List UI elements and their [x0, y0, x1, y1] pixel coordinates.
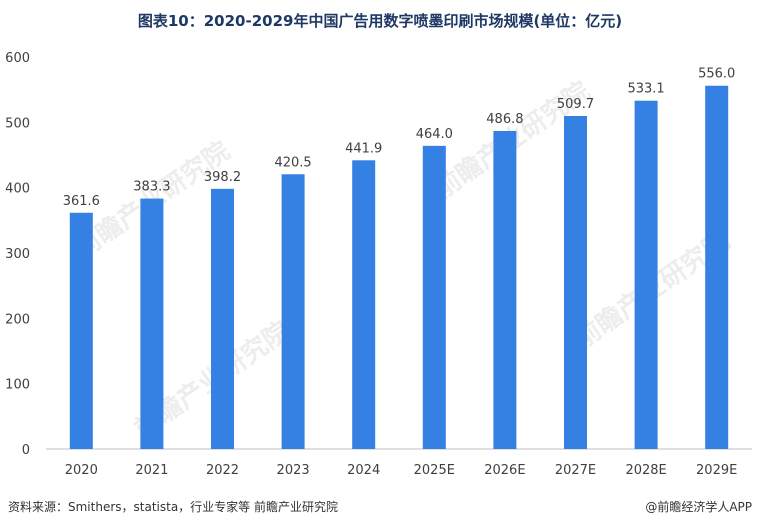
- source-note: 资料来源：Smithers，statista，行业专家等 前瞻产业研究院: [8, 500, 338, 514]
- y-tick-label: 600: [5, 51, 30, 66]
- bar: [211, 188, 234, 450]
- bar: [352, 160, 376, 450]
- y-tick-label: 100: [5, 378, 30, 393]
- brand-label: @前瞻经济学人APP: [645, 500, 752, 514]
- data-label: 533.1: [627, 82, 664, 97]
- x-tick-label: 2022: [206, 463, 239, 478]
- y-tick-label: 200: [5, 312, 30, 327]
- data-label: 556.0: [698, 67, 735, 82]
- data-label: 420.5: [274, 155, 311, 170]
- y-tick-label: 0: [22, 443, 30, 458]
- bar: [564, 115, 587, 449]
- x-tick-label: 2029E: [696, 463, 737, 478]
- y-tick-label: 300: [5, 247, 30, 262]
- data-label: 383.3: [133, 180, 170, 195]
- x-tick-label: 2028E: [625, 463, 666, 478]
- data-label: 486.8: [486, 112, 523, 127]
- x-tick-label: 2020: [65, 463, 98, 478]
- x-tick-label: 2021: [135, 463, 168, 478]
- data-label: 398.2: [204, 170, 241, 185]
- data-label: 509.7: [557, 97, 594, 112]
- bar: [634, 100, 658, 449]
- data-label: 361.6: [63, 194, 100, 209]
- bar: [493, 130, 517, 449]
- x-tick-label: 2024: [347, 463, 380, 478]
- bar: [140, 198, 164, 449]
- x-tick-label: 2025E: [414, 463, 455, 478]
- bar: [69, 212, 93, 449]
- chart-title: 图表10：2020-2029年中国广告用数字喷墨印刷市场规模(单位：亿元): [137, 12, 623, 30]
- bar: [281, 174, 305, 450]
- x-tick-label: 2027E: [555, 463, 596, 478]
- data-label: 464.0: [416, 127, 453, 142]
- x-tick-label: 2026E: [484, 463, 525, 478]
- bar-chart: 0 100 200 300 400 500 600 361.6 2020 383.3 2021 398…: [5, 51, 752, 478]
- bar: [705, 85, 729, 449]
- data-label: 441.9: [345, 141, 382, 156]
- y-tick-label: 500: [5, 116, 30, 131]
- bar: [422, 145, 446, 449]
- y-tick-label: 400: [5, 182, 30, 197]
- x-tick-label: 2023: [277, 463, 310, 478]
